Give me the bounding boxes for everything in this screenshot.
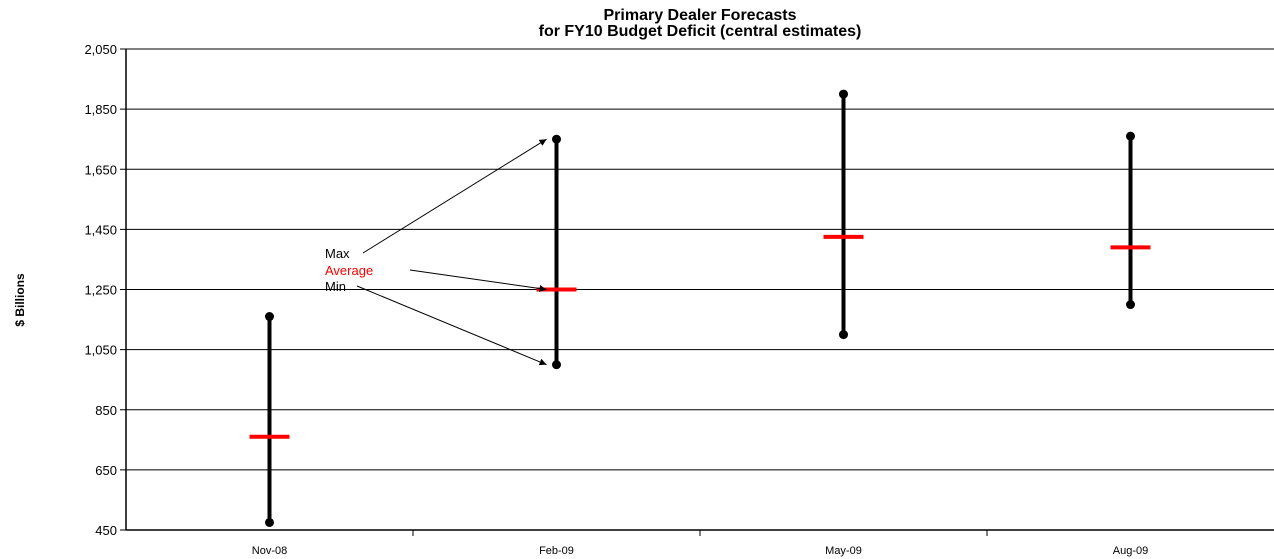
y-tick-label: 450 [95,523,117,538]
y-tick-label: 2,050 [84,42,117,57]
y-tick-label: 1,050 [84,343,117,358]
min-point [265,517,274,527]
y-tick-label: 850 [95,403,117,418]
min-point [552,360,561,370]
y-tick-label: 1,450 [84,222,117,237]
annotation-arrow-max [362,138,547,254]
chart-title-line-2: for FY10 Budget Deficit (central estimat… [538,23,862,40]
x-tick-label: Feb-09 [539,545,574,557]
y-tick-label: 1,250 [84,283,117,298]
y-tick-label: 1,650 [84,162,117,177]
annotation-arrow-min [356,285,547,366]
max-point [839,89,848,99]
y-tick-label: 650 [95,463,117,478]
x-tick-label: Aug-09 [1113,545,1148,557]
annotation-label-average: Average [325,263,373,278]
max-point [1126,131,1135,141]
x-tick-label: Nov-08 [252,545,287,557]
max-point [552,134,561,144]
annotation-label-max: Max [325,246,350,261]
annotation-arrow-average [409,269,547,292]
chart-title-line-1: Primary Dealer Forecasts [603,7,797,24]
min-point [1126,300,1135,310]
y-tick-label: 1,850 [84,102,117,117]
min-point [839,330,848,340]
annotation-label-min: Min [325,279,346,294]
x-tick-label: May-09 [825,545,862,557]
max-point [265,312,274,322]
